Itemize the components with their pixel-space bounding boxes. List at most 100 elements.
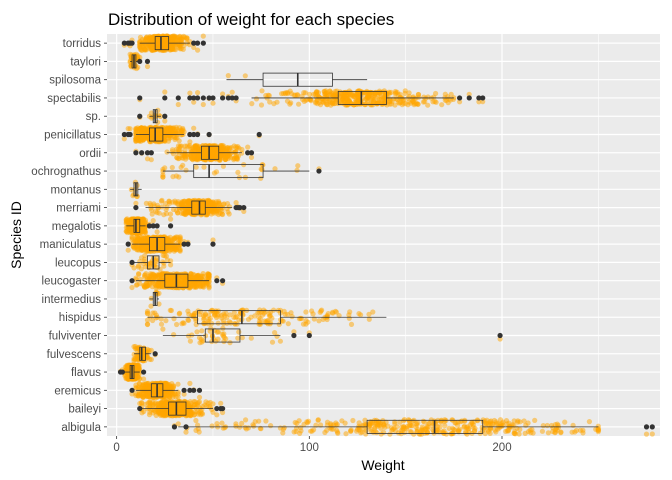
jitter-point (159, 277, 164, 282)
jitter-point (171, 332, 176, 337)
jitter-point (181, 320, 186, 325)
jitter-point (439, 102, 444, 107)
jitter-point (199, 339, 204, 344)
jitter-point (162, 118, 167, 123)
jitter-point (233, 424, 238, 429)
jitter-point (221, 339, 226, 344)
jitter-point (306, 419, 311, 424)
jitter-point (136, 393, 141, 398)
jitter-point (540, 429, 545, 434)
jitter-point (263, 418, 268, 423)
jitter-point (465, 424, 470, 429)
jitter-point (644, 432, 649, 437)
jitter-point (212, 170, 217, 175)
jitter-point (210, 154, 215, 159)
jitter-point (181, 412, 186, 417)
jitter-point (155, 409, 160, 414)
jitter-point (167, 247, 172, 252)
jitter-point (161, 264, 166, 269)
jitter-point (127, 370, 132, 375)
jitter-point (201, 321, 206, 326)
jitter-point (562, 420, 567, 425)
jitter-point (249, 336, 254, 341)
jitter-point (305, 320, 310, 325)
jitter-point (132, 245, 137, 250)
jitter-point (278, 339, 283, 344)
jitter-point (158, 242, 163, 247)
jitter-point (425, 103, 430, 108)
jitter-point (128, 228, 133, 233)
jitter-point (294, 168, 299, 173)
jitter-point (316, 418, 321, 423)
jitter-point (298, 425, 303, 430)
jitter-point (146, 261, 151, 266)
jitter-point (297, 431, 302, 436)
jitter-point (194, 165, 199, 170)
jitter-point (208, 309, 213, 314)
jitter-point (166, 139, 171, 144)
jitter-point (142, 245, 147, 250)
jitter-point (444, 431, 449, 436)
jitter-point (504, 421, 509, 426)
jitter-point (230, 90, 235, 95)
jitter-point (220, 332, 225, 337)
jitter-point (176, 102, 181, 107)
jitter-point (206, 401, 211, 406)
jitter-point (216, 321, 221, 326)
jitter-point (505, 428, 510, 433)
jitter-point (396, 430, 401, 435)
jitter-point (277, 322, 282, 327)
jitter-point (177, 206, 182, 211)
jitter-point (207, 279, 212, 284)
jitter-point (168, 280, 173, 285)
jitter-point (137, 128, 142, 133)
jitter-point (401, 418, 406, 423)
jitter-point (153, 209, 158, 214)
jitter-point (159, 322, 164, 327)
jitter-point (139, 255, 144, 260)
jitter-point (295, 163, 300, 168)
jitter-point (303, 90, 308, 95)
jitter-point (210, 423, 215, 428)
jitter-point (183, 430, 188, 435)
jitter-point (141, 376, 146, 381)
jitter-point (168, 217, 173, 222)
jitter-point (308, 98, 313, 103)
jitter-point (157, 402, 162, 407)
jitter-point (267, 99, 272, 104)
jitter-point (311, 427, 316, 432)
jitter-point (177, 311, 182, 316)
jitter-point (143, 282, 148, 287)
jitter-point (154, 285, 159, 290)
jitter-point (193, 418, 198, 423)
jitter-point (163, 318, 168, 323)
jitter-point (173, 247, 178, 252)
jitter-point (248, 315, 253, 320)
jitter-point (293, 420, 298, 425)
jitter-point (185, 317, 190, 322)
jitter-point (159, 198, 164, 203)
jitter-point (201, 102, 206, 107)
jitter-point (236, 329, 241, 334)
jitter-point (161, 212, 166, 217)
jitter-point (251, 424, 256, 429)
jitter-point (281, 427, 286, 432)
jitter-point (375, 94, 380, 99)
jitter-point (145, 322, 150, 327)
jitter-point (447, 426, 452, 431)
jitter-point (283, 91, 288, 96)
jitter-point (201, 313, 206, 318)
jitter-point (134, 283, 139, 288)
jitter-point (289, 91, 294, 96)
jitter-point (171, 316, 176, 321)
jitter-point (412, 96, 417, 101)
jitter-point (449, 92, 454, 97)
jitter-point (141, 392, 146, 397)
jitter-point (253, 419, 258, 424)
jitter-point (170, 174, 175, 179)
jitter-point (136, 271, 141, 276)
jitter-point (498, 417, 503, 422)
jitter-point (274, 100, 279, 105)
jitter-point (152, 275, 157, 280)
jitter-point (249, 101, 254, 106)
